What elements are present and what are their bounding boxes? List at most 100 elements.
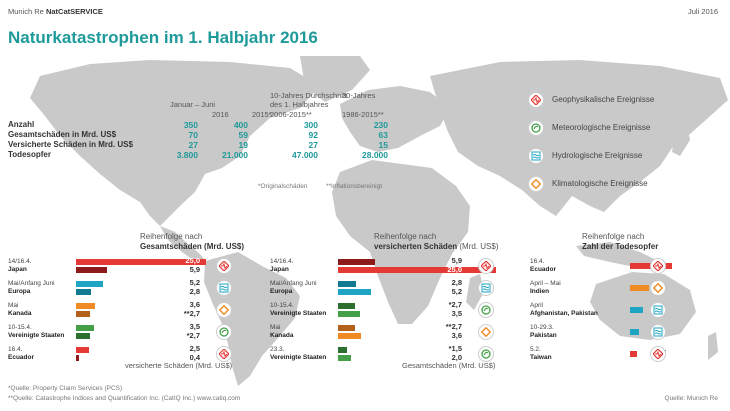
event-row: 23.3. Vereinigte Staaten *1,5 2,0 (270, 344, 505, 364)
geophysical-icon (650, 258, 666, 274)
bar-total (338, 311, 361, 317)
bar-insured (76, 333, 91, 339)
climatological-icon (528, 176, 544, 192)
event-row: 5.2.Taiwan117 (530, 344, 725, 364)
stats-col-2016: 2016 (212, 110, 229, 119)
bar-deaths (630, 307, 644, 313)
event-row: Mai/Anfang Juni Europa 5,2 2,8 (8, 278, 243, 298)
value-insured: **2,7 (445, 322, 462, 331)
stats-value-2016: 350 (183, 120, 198, 130)
value-insured: **2,7 (183, 309, 200, 318)
event-row: 10-15.4. Vereinigte Staaten 3,5 *2,7 (8, 322, 243, 342)
section1-header-line1: Reihenfolge nach (140, 232, 203, 241)
event-date: 14/16.4. (8, 258, 32, 265)
bar-total (338, 333, 361, 339)
event-place: Ecuador (8, 354, 35, 361)
event-row: 16.4. Ecuador 2,5 0,4 (8, 344, 243, 364)
event-place: Taiwan (530, 354, 552, 361)
stats-col3-header: 10-Jahres Durchschnitt des 1. Halbjahres (270, 91, 348, 109)
bar-deaths (630, 285, 649, 291)
stats-value-avg30: 63 (378, 130, 388, 140)
event-row: 16.4.Ecuador668 (530, 256, 725, 276)
central-america (160, 226, 208, 264)
event-date: Mai/Anfang Juni (8, 280, 55, 287)
stats-col4-header: 30-Jahres (342, 91, 376, 100)
bar-insured (76, 355, 79, 361)
section2-axis-label: Gesamtschäden (Mrd. US$) (402, 361, 496, 370)
stats-row-label: Versicherte Schäden in Mrd. US$ (8, 140, 133, 149)
event-place: Ecuador (530, 266, 557, 273)
bar-total (338, 267, 496, 273)
legend-label: Meteorologische Ereignisse (552, 123, 651, 132)
event-place: Vereinigte Staaten (270, 310, 327, 317)
value-total: 5,2 (451, 287, 462, 296)
event-place: Vereinigte Staaten (8, 332, 65, 339)
bar-insured (338, 347, 348, 353)
bar-insured (76, 311, 91, 317)
stats-col-2015: 2015* (252, 110, 272, 119)
event-row: 10-15.4. Vereinigte Staaten *2,7 3,5 (270, 300, 505, 320)
stats-value-avg30: 230 (373, 120, 388, 130)
footnote-pcs: *Quelle: Property Claim Services (PCS) (8, 385, 123, 392)
event-date: Mai/Anfang Juni (270, 280, 317, 287)
event-place: Pakistan (530, 332, 557, 339)
hydrological-icon (528, 148, 544, 164)
stats-value-2015: 19 (238, 140, 248, 150)
stats-value-2015: 59 (238, 130, 248, 140)
event-date: 16.4. (530, 258, 545, 265)
bar-total (76, 347, 89, 353)
stats-value-avg10: 47.000 (292, 150, 318, 160)
stats-value-2015: 400 (233, 120, 248, 130)
meteorological-icon (216, 324, 232, 340)
bar-total (338, 355, 351, 361)
section1-header: Reihenfolge nach Gesamtschäden (Mrd. US$… (140, 232, 244, 252)
climatological-icon (216, 302, 232, 318)
stats-row-label: Gesamtschäden in Mrd. US$ (8, 130, 117, 139)
stats-row-label: Anzahl (8, 120, 35, 129)
section3-header-line1: Reihenfolge nach (582, 232, 645, 241)
event-place: Europa (8, 288, 31, 295)
greenland (300, 56, 370, 102)
geophysical-icon (216, 258, 232, 274)
indonesia (576, 242, 660, 268)
event-place: Japan (8, 266, 27, 273)
event-row: 10-29.3.Pakistan141 (530, 322, 725, 342)
climatological-icon (650, 280, 666, 296)
asia (430, 60, 728, 216)
value-total: 2,0 (451, 353, 462, 362)
event-date: 14/16.4. (270, 258, 294, 265)
world-map (30, 56, 728, 386)
stats-row-label: Todesopfer (8, 150, 51, 159)
section2-chart: 14/16.4. Japan 5,9 25,0 Mai/Anfang Juni Europ… (270, 256, 505, 364)
event-date: 10-29.3. (530, 324, 554, 331)
stats-value-avg10: 300 (303, 120, 318, 130)
meteorological-icon (478, 346, 494, 362)
source-label: Quelle: Munich Re (664, 395, 718, 402)
section1-header-line2: Gesamtschäden (Mrd. US$) (140, 242, 245, 251)
stats-col4-years: 1986-2015** (342, 110, 384, 119)
event-place: Japan (270, 266, 289, 273)
event-date: April (530, 302, 544, 309)
event-row: April – MaiIndien300 (530, 278, 725, 298)
brand: Munich Re NatCatSERVICE (8, 7, 103, 16)
value-insured: 0,4 (189, 353, 200, 362)
legend-label: Geophysikalische Ereignisse (552, 95, 655, 104)
stats-value-2015: 21.000 (222, 150, 248, 160)
bar-insured (338, 281, 356, 287)
hydrological-icon (216, 280, 232, 296)
event-date: 23.3. (270, 346, 285, 353)
value-total: 25,0 (447, 265, 462, 274)
stats-row: Versicherte Schäden in Mrd. US$ 27 19 27… (8, 140, 393, 150)
stats-value-avg30: 15 (378, 140, 388, 150)
bar-insured (338, 325, 356, 331)
event-place: Indien (530, 288, 550, 295)
hydrological-icon (650, 302, 666, 318)
geophysical-icon (478, 258, 494, 274)
value-insured: 5,9 (451, 256, 462, 265)
event-place: Kanada (270, 332, 294, 339)
section2-header-line2: versicherten Schäden (374, 242, 458, 251)
event-row: Mai Kanada **2,7 3,6 (270, 322, 505, 342)
value-insured: *2,7 (448, 300, 462, 309)
hydrological-icon (650, 324, 666, 340)
japan (672, 122, 690, 156)
